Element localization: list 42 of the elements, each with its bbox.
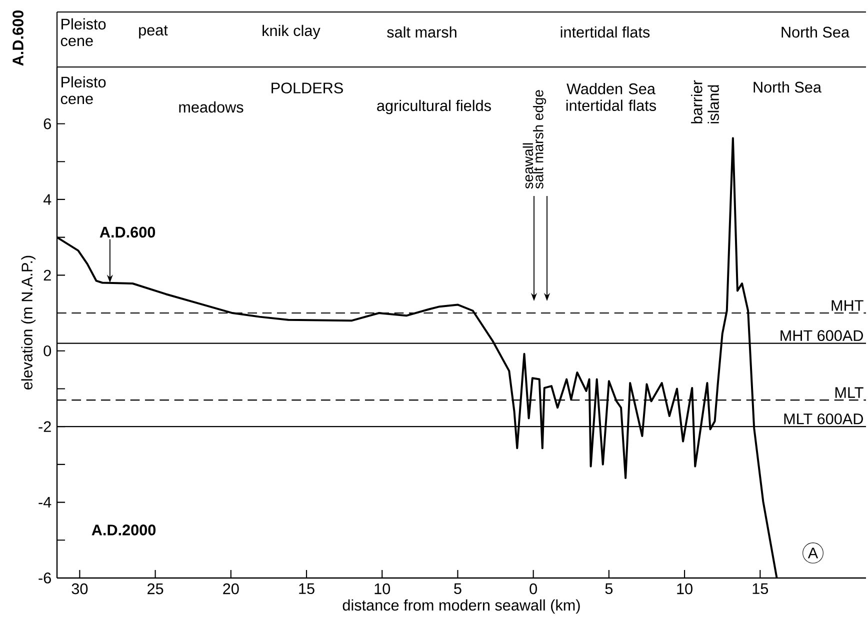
x-tick-label: 15 bbox=[752, 583, 768, 594]
y-tick-label: -4 bbox=[38, 497, 52, 508]
annotation: Wadden Sea intertidal flats bbox=[566, 83, 656, 111]
annotation: A.D.2000 bbox=[92, 524, 156, 536]
y-tick-label: -2 bbox=[38, 421, 51, 432]
annotation: salt marsh edge bbox=[533, 90, 546, 189]
x-tick-label: 5 bbox=[454, 583, 462, 594]
ref-line-label: MHT 600AD bbox=[780, 330, 863, 342]
y-tick-label: 4 bbox=[43, 194, 52, 205]
x-tick-label: 5 bbox=[605, 583, 613, 594]
annotation: seawall bbox=[522, 143, 534, 189]
ref-line-label: MLT bbox=[835, 387, 864, 398]
x-tick-label: 10 bbox=[677, 583, 692, 594]
y-tick-label: 6 bbox=[44, 118, 51, 130]
ref-line-label: MHT bbox=[832, 300, 864, 311]
annotation: A bbox=[808, 548, 818, 558]
y-axis-title: elevation (m N.A.P.) bbox=[21, 256, 36, 390]
y-tick-label: 2 bbox=[44, 270, 51, 281]
x-tick-label: 10 bbox=[374, 583, 390, 594]
annotation: POLDERS bbox=[272, 82, 343, 94]
x-tick-label: 25 bbox=[148, 583, 164, 594]
ref-line-label: MLT 600AD bbox=[784, 413, 863, 424]
annotation: Pleisto cene bbox=[60, 76, 106, 104]
text: Pleisto cene bbox=[60, 18, 106, 46]
annotation: agricultural fields bbox=[377, 100, 491, 114]
annotation: meadows bbox=[179, 101, 244, 113]
x-axis-title: distance from modern seawall (km) bbox=[342, 599, 580, 614]
annotation: A.D.600 bbox=[100, 226, 156, 238]
x-tick-label: 0 bbox=[530, 583, 537, 594]
x-tick-label: 20 bbox=[223, 583, 239, 594]
y-tick-label: -6 bbox=[38, 572, 51, 584]
text: knik clay bbox=[262, 24, 320, 40]
text: A.D.600 bbox=[12, 10, 24, 66]
text: intertidal flats bbox=[560, 26, 650, 38]
x-tick-label: 15 bbox=[299, 583, 314, 594]
text: salt marsh bbox=[387, 26, 456, 38]
annotation: North Sea bbox=[754, 81, 822, 93]
annotation: barrier island bbox=[691, 80, 719, 124]
text: North Sea bbox=[782, 26, 850, 38]
y-tick-label: 0 bbox=[44, 345, 52, 356]
x-tick-label: 30 bbox=[72, 583, 88, 594]
text: peat bbox=[139, 25, 168, 39]
